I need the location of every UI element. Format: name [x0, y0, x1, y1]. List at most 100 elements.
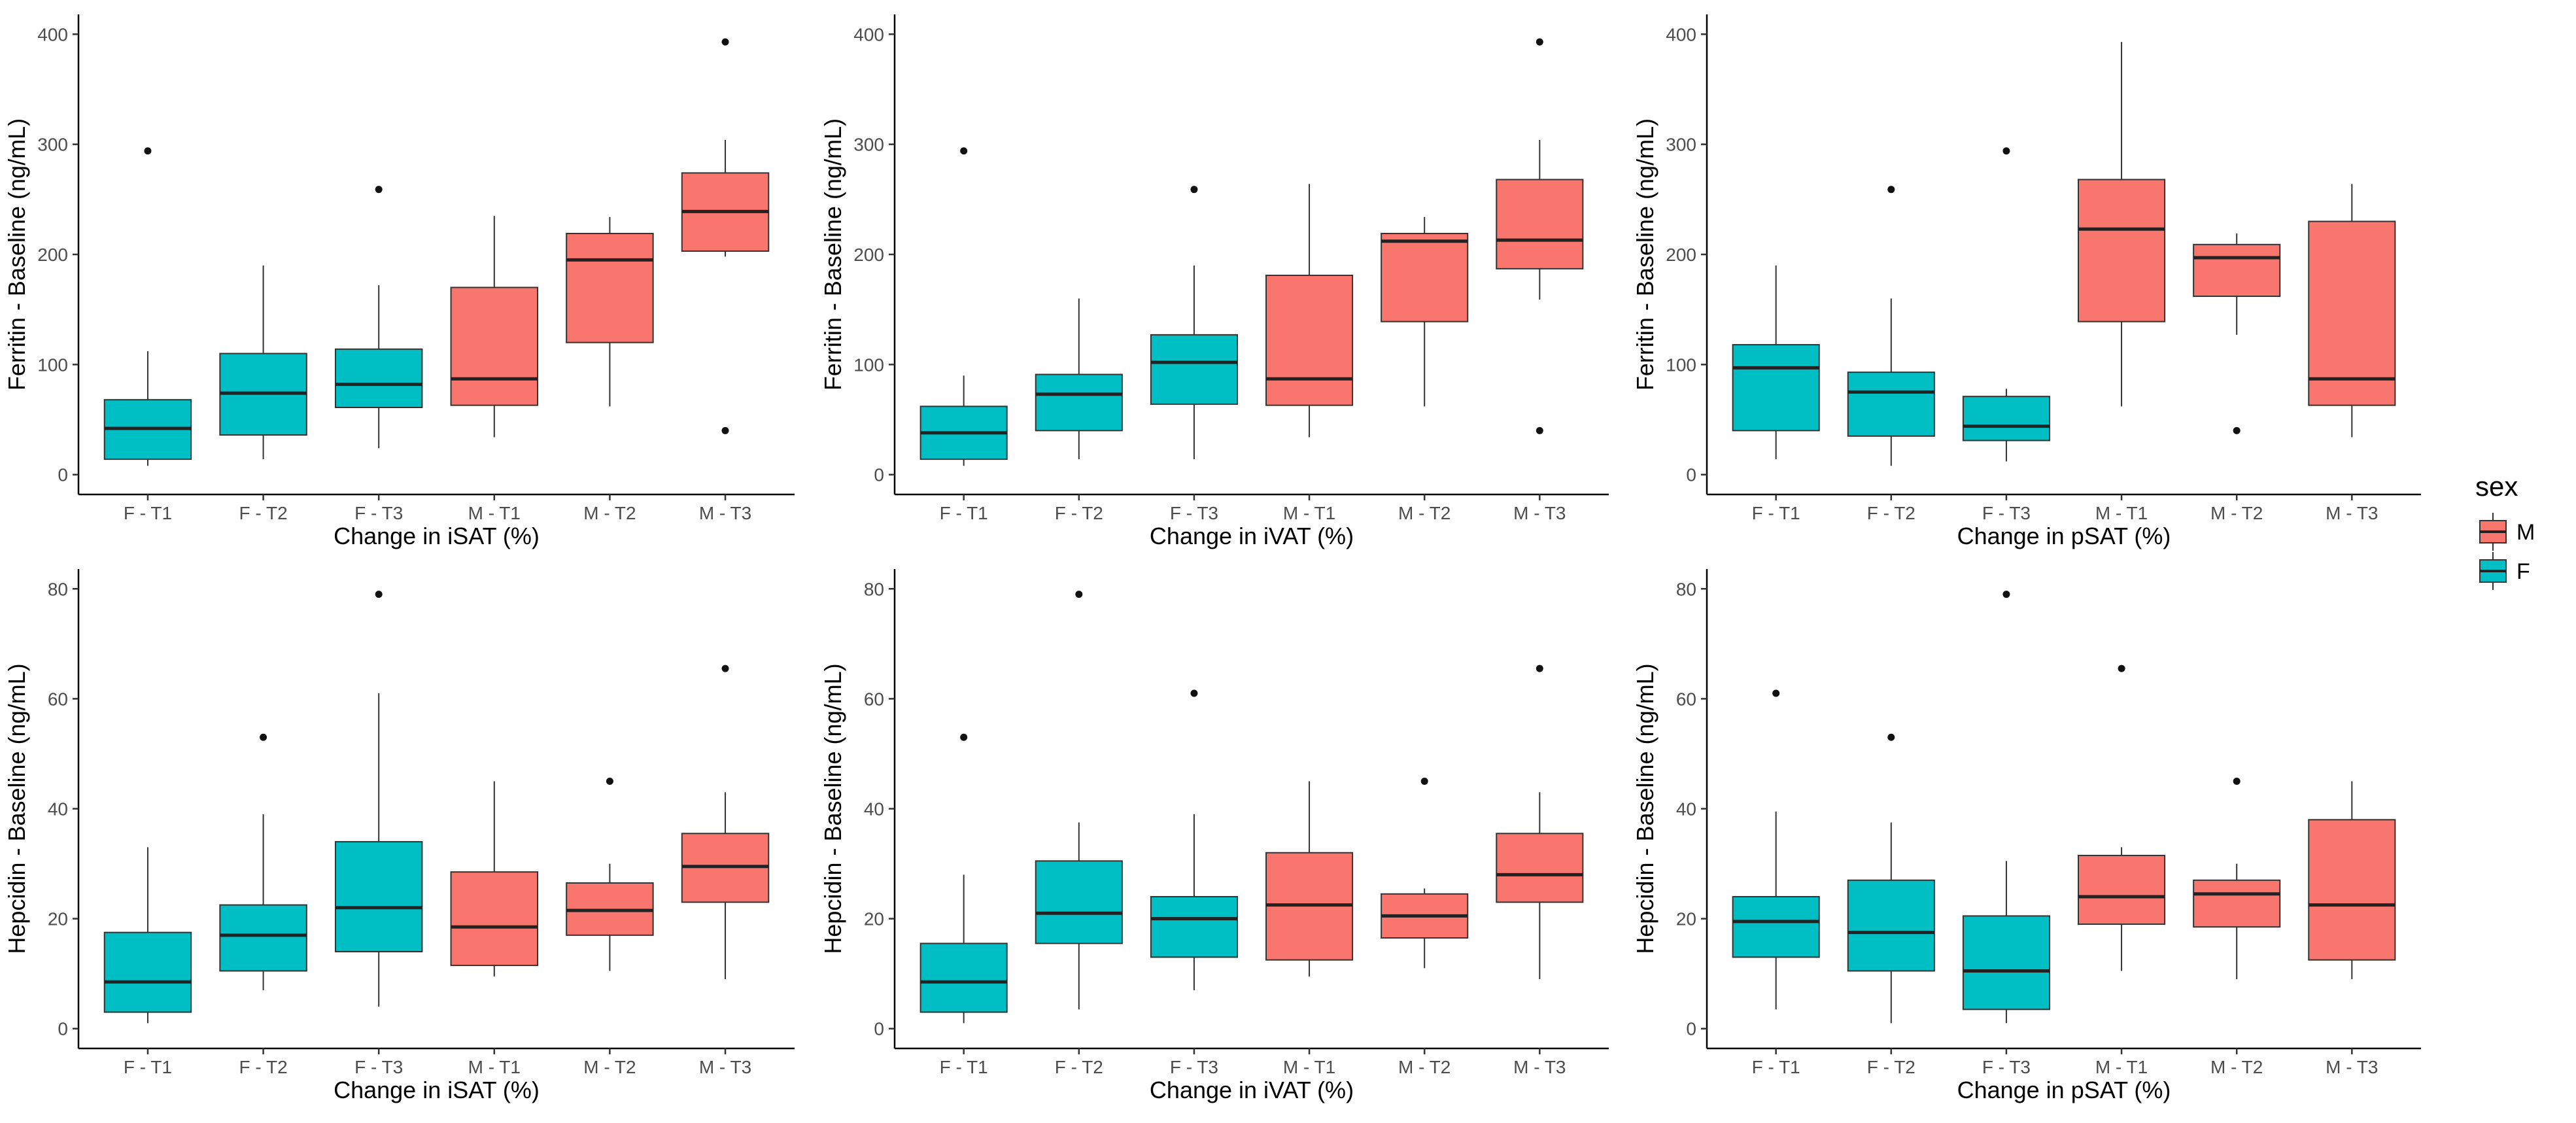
- x-tick-label: F - T1: [124, 1057, 172, 1077]
- iqr-box: [1962, 915, 2050, 1011]
- x-tick-label: M - T2: [2210, 503, 2263, 523]
- y-tick-label: 300: [853, 135, 884, 155]
- outlier-point: [1075, 591, 1083, 598]
- box-m-t3: [1496, 38, 1584, 434]
- panel-1: 0 100 200 300 400 F - T1 F - T2 F - T3 M - T1 M -…: [3, 14, 795, 549]
- x-tick-label: M - T2: [1398, 503, 1451, 523]
- box-f-t1: [103, 847, 192, 1024]
- outlier-point: [960, 733, 968, 741]
- legend-item-f: F: [2479, 552, 2530, 590]
- outlier-point: [721, 38, 729, 46]
- box-m-t2: [566, 216, 654, 407]
- box-f-t2: [1847, 733, 1935, 1024]
- outlier-point: [1190, 689, 1198, 697]
- x-tick-label: M - T2: [2210, 1057, 2263, 1077]
- iqr-box: [450, 286, 539, 406]
- iqr-box: [1496, 179, 1584, 269]
- outlier-point: [721, 665, 729, 672]
- y-tick-label: 400: [37, 24, 68, 44]
- x-tick-label: M - T2: [583, 1057, 636, 1077]
- x-axis-title: Change in iSAT (%): [334, 523, 540, 549]
- y-tick-label: 40: [864, 799, 884, 820]
- iqr-box: [1150, 895, 1238, 958]
- box-m-t2: [566, 777, 654, 971]
- x-tick-label: M - T1: [1283, 503, 1335, 523]
- iqr-box: [1035, 860, 1123, 944]
- x-tick-label: M - T2: [1398, 1057, 1451, 1077]
- y-tick-label: 300: [37, 135, 68, 155]
- box-f-t2: [1035, 298, 1123, 460]
- box-m-t3: [2308, 781, 2396, 980]
- y-tick-label: 100: [853, 354, 884, 375]
- y-tick-label: 200: [1666, 245, 1696, 265]
- iqr-box: [1732, 344, 1820, 432]
- y-tick-label: 0: [58, 465, 68, 485]
- iqr-box: [2308, 220, 2396, 406]
- x-tick-label: F - T3: [1982, 503, 2031, 523]
- iqr-box: [450, 871, 539, 967]
- panel-3: 0 100 200 300 400 F - T1 F - T2 F - T3 M - T1 M -…: [1632, 14, 2421, 549]
- y-axis-title: Ferritin - Baseline (ng/mL): [1632, 118, 1658, 390]
- y-tick-label: 80: [864, 579, 884, 599]
- outlier-point: [144, 147, 152, 155]
- y-tick-label: 200: [37, 245, 68, 265]
- iqr-box: [1732, 895, 1820, 958]
- x-tick-label: F - T3: [354, 1057, 403, 1077]
- panel-4: 0 20 40 60 80 F - T1 F - T2 F - T3 M - T1 M - T2 M…: [3, 569, 795, 1103]
- iqr-box: [219, 904, 307, 972]
- y-tick-label: 60: [1676, 689, 1696, 709]
- x-tick-label: F - T2: [239, 1057, 288, 1077]
- y-tick-label: 20: [864, 909, 884, 929]
- outlier-point: [1536, 38, 1543, 46]
- outlier-point: [375, 591, 383, 598]
- y-tick-label: 80: [48, 579, 68, 599]
- x-axis-title: Change in iVAT (%): [1150, 1077, 1354, 1103]
- x-tick-label: F - T3: [1170, 1057, 1218, 1077]
- y-axis-title: Hepcidin - Baseline (ng/mL): [3, 663, 30, 954]
- legend-label: M: [2516, 520, 2535, 545]
- y-tick-label: 200: [853, 245, 884, 265]
- outlier-point: [2002, 147, 2010, 155]
- box-f-t1: [1732, 689, 1820, 1010]
- box-f-t3: [1962, 591, 2050, 1024]
- x-tick-label: M - T1: [2095, 1057, 2148, 1077]
- x-tick-label: F - T2: [1867, 1057, 1915, 1077]
- x-tick-label: F - T2: [1055, 503, 1103, 523]
- outlier-point: [1887, 186, 1895, 194]
- panel-6: 0 20 40 60 80 F - T1 F - T2 F - T3 M - T1 M - T2 M…: [1632, 569, 2421, 1103]
- iqr-box: [919, 942, 1008, 1013]
- iqr-box: [1150, 334, 1238, 405]
- x-tick-label: M - T3: [2326, 503, 2378, 523]
- box-m-t3: [2308, 184, 2396, 438]
- y-tick-label: 20: [1676, 909, 1696, 929]
- y-tick-label: 400: [853, 24, 884, 44]
- y-tick-label: 40: [1676, 799, 1696, 820]
- y-tick-label: 100: [1666, 354, 1696, 375]
- y-tick-label: 300: [1666, 135, 1696, 155]
- outlier-point: [260, 733, 267, 741]
- box-m-t1: [1265, 781, 1354, 976]
- box-m-t3: [1496, 665, 1584, 980]
- y-axis-title: Ferritin - Baseline (ng/mL): [3, 118, 30, 390]
- outlier-point: [2233, 777, 2241, 785]
- legend-item-m: M: [2479, 513, 2535, 551]
- iqr-box: [334, 840, 423, 953]
- iqr-box: [1962, 396, 2050, 441]
- x-tick-label: F - T2: [1867, 503, 1915, 523]
- x-tick-label: M - T3: [1513, 1057, 1566, 1077]
- x-tick-label: F - T3: [1982, 1057, 2031, 1077]
- x-tick-label: M - T3: [699, 1057, 751, 1077]
- x-tick-label: F - T1: [1752, 1057, 1800, 1077]
- x-tick-label: M - T1: [1283, 1057, 1335, 1077]
- legend-title: sex: [2475, 471, 2518, 502]
- outlier-point: [1420, 777, 1428, 785]
- outlier-point: [1772, 689, 1780, 697]
- x-tick-label: M - T1: [2095, 503, 2148, 523]
- x-tick-label: F - T1: [940, 503, 988, 523]
- box-f-t3: [334, 186, 423, 449]
- iqr-box: [1265, 274, 1354, 406]
- panel-5: 0 20 40 60 80 F - T1 F - T2 F - T3 M - T1 M - T2 M…: [819, 569, 1609, 1103]
- box-f-t2: [1035, 591, 1123, 1010]
- y-tick-label: 0: [1686, 465, 1696, 485]
